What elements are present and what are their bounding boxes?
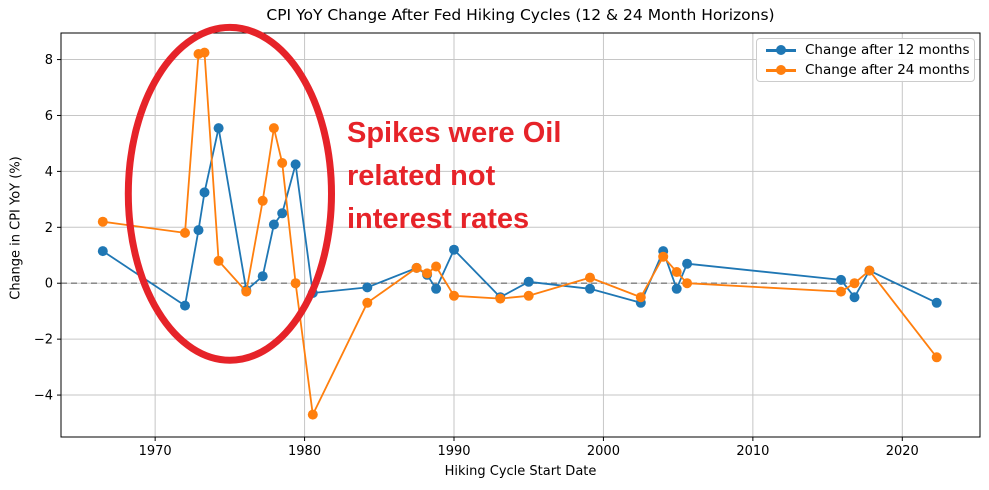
data-point: [449, 290, 459, 301]
annotation-text-line-3: interest rates: [347, 203, 530, 235]
data-point: [523, 276, 534, 287]
data-series: [97, 47, 942, 420]
y-tick-label: 0: [45, 277, 53, 292]
data-point: [658, 251, 669, 262]
tick-labels: 1970 1980 1990 2000 2010 2020 −4 −2 0 2 4 6 8: [34, 53, 919, 459]
annotation-text-line-2: related not: [347, 160, 496, 192]
data-point: [864, 265, 875, 276]
data-point: [180, 227, 190, 238]
data-point: [411, 262, 422, 273]
data-point: [97, 216, 108, 227]
legend-item-24-months: Change after 24 months: [766, 60, 970, 80]
data-point: [449, 244, 459, 255]
data-point: [682, 258, 693, 269]
tick-marks: [57, 59, 903, 441]
legend-label-24: Change after 24 months: [805, 62, 970, 78]
data-point: [682, 278, 693, 289]
data-point: [635, 292, 646, 303]
x-tick-label: 1970: [139, 444, 172, 459]
data-point: [523, 290, 534, 301]
annotation-text-line-1: Spikes were Oil: [347, 117, 562, 149]
data-point: [585, 283, 595, 294]
data-point: [307, 409, 318, 420]
data-point: [199, 187, 210, 198]
data-point: [671, 283, 682, 294]
data-point: [257, 195, 268, 206]
annotation-ellipse-group: [124, 23, 335, 364]
data-point: [180, 300, 190, 311]
x-tick-label: 2010: [736, 444, 769, 459]
x-tick-label: 1980: [288, 444, 321, 459]
legend-label-12: Change after 12 months: [805, 42, 970, 58]
y-tick-label: 2: [45, 221, 53, 236]
data-point: [931, 297, 942, 308]
y-tick-label: −4: [34, 389, 53, 404]
data-point: [290, 278, 301, 289]
data-point: [277, 208, 288, 219]
y-tick-label: 4: [45, 165, 53, 180]
data-point: [362, 297, 373, 308]
data-point: [836, 286, 846, 297]
data-point: [199, 47, 210, 58]
data-point: [849, 292, 860, 303]
y-tick-label: 8: [45, 53, 53, 68]
data-point: [585, 272, 595, 283]
data-point: [193, 225, 204, 236]
legend-line-marker-12: [766, 44, 796, 56]
data-point: [362, 282, 373, 293]
data-point: [431, 283, 442, 294]
data-point: [495, 293, 506, 304]
data-point: [422, 268, 433, 279]
legend-line-marker-24: [766, 64, 796, 76]
x-axis-label: Hiking Cycle Start Date: [444, 464, 597, 479]
annotation-text: Spikes were Oil related not interest rat…: [347, 112, 561, 241]
legend-item-12-months: Change after 12 months: [766, 40, 970, 60]
data-point: [431, 261, 442, 272]
data-point: [213, 255, 224, 266]
plot-border: [60, 32, 981, 438]
data-point: [849, 278, 860, 289]
annotation-ellipse: [124, 23, 335, 364]
y-tick-label: −2: [34, 333, 53, 348]
data-point: [241, 286, 252, 297]
data-point: [213, 123, 224, 134]
data-point: [277, 158, 288, 168]
legend: Change after 12 months Change after 24 m…: [756, 38, 975, 82]
data-point: [931, 352, 942, 363]
data-point: [836, 274, 846, 285]
x-tick-label: 1990: [437, 444, 470, 459]
axes-frame: [60, 32, 981, 438]
data-point: [290, 159, 301, 170]
data-point: [671, 267, 682, 277]
x-tick-label: 2020: [886, 444, 919, 459]
y-tick-label: 6: [45, 109, 53, 124]
series-24-months: [97, 47, 942, 420]
data-point: [268, 123, 279, 134]
data-point: [97, 246, 108, 257]
chart-title: CPI YoY Change After Fed Hiking Cycles (…: [266, 6, 775, 24]
x-tick-label: 2000: [587, 444, 620, 459]
data-point: [268, 219, 279, 230]
data-point: [257, 271, 268, 282]
